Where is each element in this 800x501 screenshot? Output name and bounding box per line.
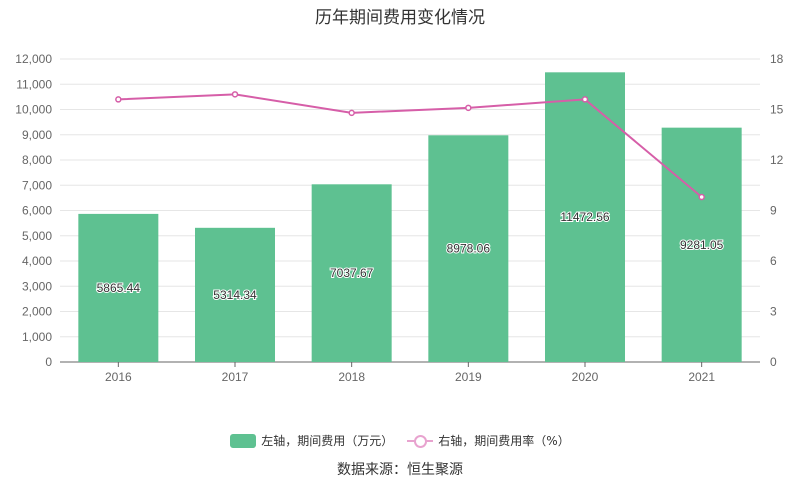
x-tick-label: 2019 (455, 370, 482, 384)
bar-data-label: 11472.56 (560, 210, 609, 224)
y-right-tick-label: 18 (770, 52, 784, 66)
rate-point (348, 109, 355, 117)
legend-bar-swatch (230, 433, 257, 448)
legend-line-swatch (407, 434, 434, 448)
bar-data-label: 9281.05 (680, 238, 724, 252)
bar (195, 227, 275, 362)
y-left-tick-label: 2,000 (22, 305, 52, 319)
bar-data-label: 8978.06 (447, 242, 491, 256)
rate-line (118, 93, 703, 198)
y-left-tick-label: 4,000 (22, 254, 52, 268)
y-left-tick-label: 11,000 (16, 77, 52, 91)
y-left-tick-label: 7,000 (22, 178, 52, 192)
x-tick-label: 2020 (572, 370, 599, 384)
bar (78, 213, 159, 362)
x-tick-label: 2018 (338, 370, 365, 384)
bar-data-label: 5865.44 (97, 281, 141, 295)
rate-point (698, 193, 705, 201)
y-right-tick-label: 15 (770, 103, 784, 117)
bar (428, 135, 509, 362)
legend: 左轴，期间费用（万元） 右轴，期间费用率（%） (0, 432, 800, 449)
legend-line-label: 右轴，期间费用率（%） (438, 434, 570, 448)
bar-data-label: 5314.34 (213, 288, 257, 302)
y-right-tick-label: 9 (770, 204, 777, 218)
y-right-tick-label: 3 (770, 305, 777, 319)
y-left-tick-label: 1,000 (22, 330, 52, 344)
bar-data-label: 7037.67 (330, 266, 374, 280)
y-left-tick-label: 12,000 (15, 52, 52, 66)
y-left-tick-label: 5,000 (22, 229, 52, 243)
y-left-tick-label: 0 (45, 355, 52, 369)
y-right-tick-label: 0 (770, 355, 777, 369)
bar (661, 127, 742, 362)
y-left-tick-label: 9,000 (22, 128, 52, 142)
y-left-tick-label: 10,000 (15, 103, 52, 117)
rate-point (581, 96, 589, 103)
bar (311, 184, 392, 362)
legend-bar-label: 左轴，期间费用（万元） (261, 434, 394, 448)
legend-item-line[interactable]: 右轴，期间费用率（%） (407, 432, 570, 449)
chart-title: 历年期间费用变化情况 (315, 8, 485, 28)
y-left-tick-label: 6,000 (22, 204, 52, 218)
x-tick-label: 2016 (105, 370, 132, 384)
rate-point (115, 96, 122, 103)
x-tick-label: 2017 (222, 370, 249, 384)
rate-point (465, 104, 472, 112)
y-right-tick-label: 6 (770, 254, 777, 268)
x-tick-label: 2021 (688, 370, 715, 384)
y-left-tick-label: 3,000 (22, 279, 52, 293)
source-note: 数据来源：恒生聚源 (337, 462, 463, 478)
y-right-tick-label: 12 (770, 153, 784, 167)
legend-item-bar[interactable]: 左轴，期间费用（万元） (230, 432, 393, 449)
y-left-tick-label: 8,000 (22, 153, 52, 167)
rate-point (231, 91, 239, 98)
